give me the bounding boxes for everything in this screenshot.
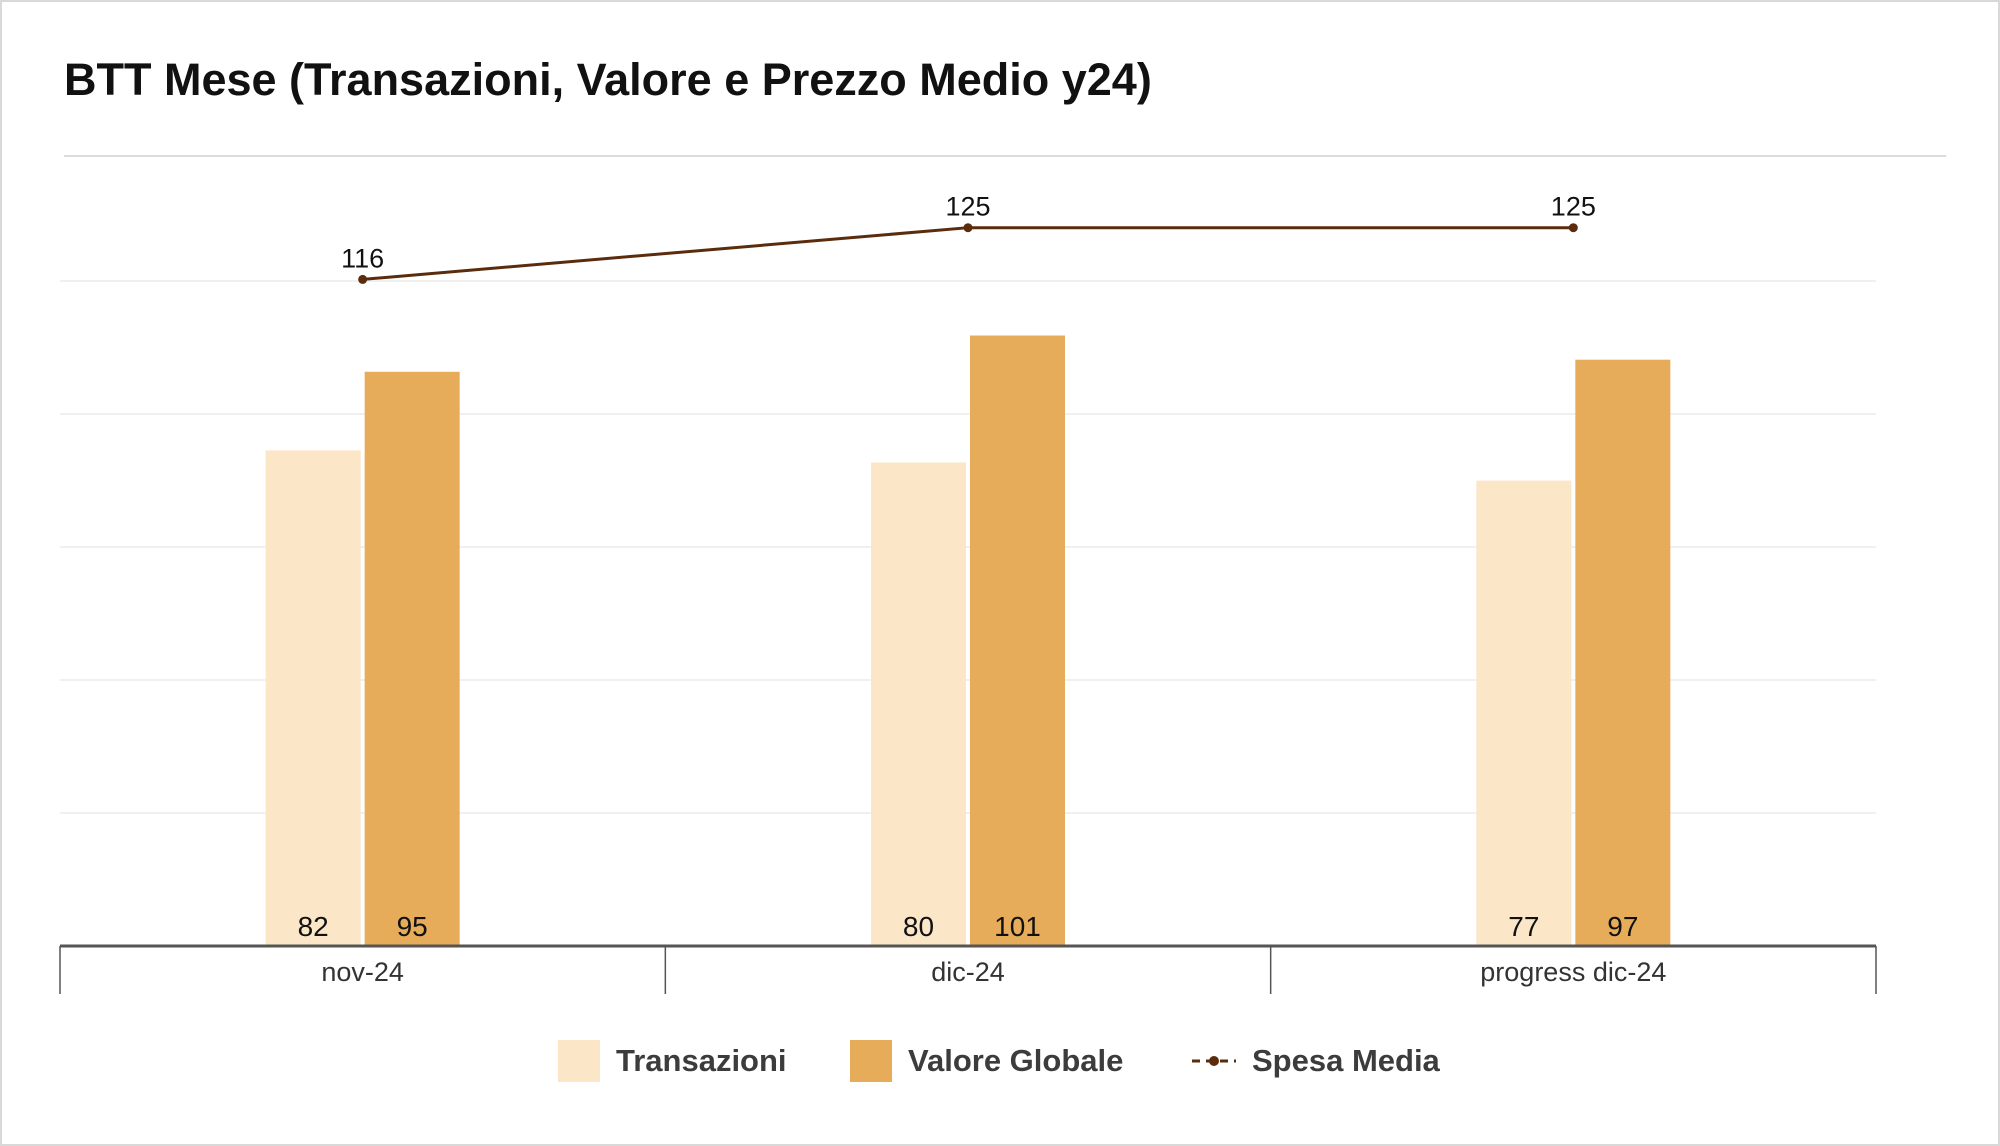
legend-item-spesa-media: Spesa Media <box>1192 1040 1440 1082</box>
point-spesa-media <box>358 274 368 284</box>
bar-valore-globale <box>1575 359 1671 946</box>
data-label-valore-globale: 101 <box>994 911 1041 942</box>
data-label-transazioni: 80 <box>903 911 934 942</box>
bar-transazioni <box>871 462 966 946</box>
data-label-spesa-media: 125 <box>1551 192 1596 222</box>
data-label-spesa-media: 116 <box>341 243 384 273</box>
legend-swatch-valore-globale <box>850 1040 892 1082</box>
bar-valore-globale <box>364 371 460 946</box>
data-label-spesa-media: 125 <box>945 192 990 222</box>
legend-swatch-transazioni <box>558 1040 600 1082</box>
series-line-spesa-media <box>362 226 1574 281</box>
legend-label-spesa-media: Spesa Media <box>1252 1043 1440 1078</box>
data-label-valore-globale: 97 <box>1607 911 1638 942</box>
legend-label-transazioni: Transazioni <box>616 1043 787 1078</box>
data-label-transazioni: 77 <box>1508 911 1539 942</box>
legend-line-spesa-media <box>1192 1056 1236 1066</box>
x-tick-label: nov-24 <box>321 957 404 987</box>
chart-title: BTT Mese (Transazioni, Valore e Prezzo M… <box>64 54 1152 105</box>
point-spesa-media <box>1568 223 1578 233</box>
x-tick-label: progress dic-24 <box>1480 957 1666 987</box>
legend-item-valore-globale: Valore Globale <box>850 1040 1123 1082</box>
legend-label-valore-globale: Valore Globale <box>908 1043 1124 1078</box>
point-spesa-media <box>963 223 973 233</box>
bar-transazioni <box>265 450 361 946</box>
title-divider <box>64 155 1946 157</box>
data-label-valore-globale: 95 <box>397 911 428 942</box>
bar-valore-globale <box>970 335 1065 946</box>
x-tick-label: dic-24 <box>931 957 1005 987</box>
legend-item-transazioni: Transazioni <box>558 1040 787 1082</box>
bar-transazioni <box>1476 480 1572 946</box>
data-label-transazioni: 82 <box>298 911 329 942</box>
